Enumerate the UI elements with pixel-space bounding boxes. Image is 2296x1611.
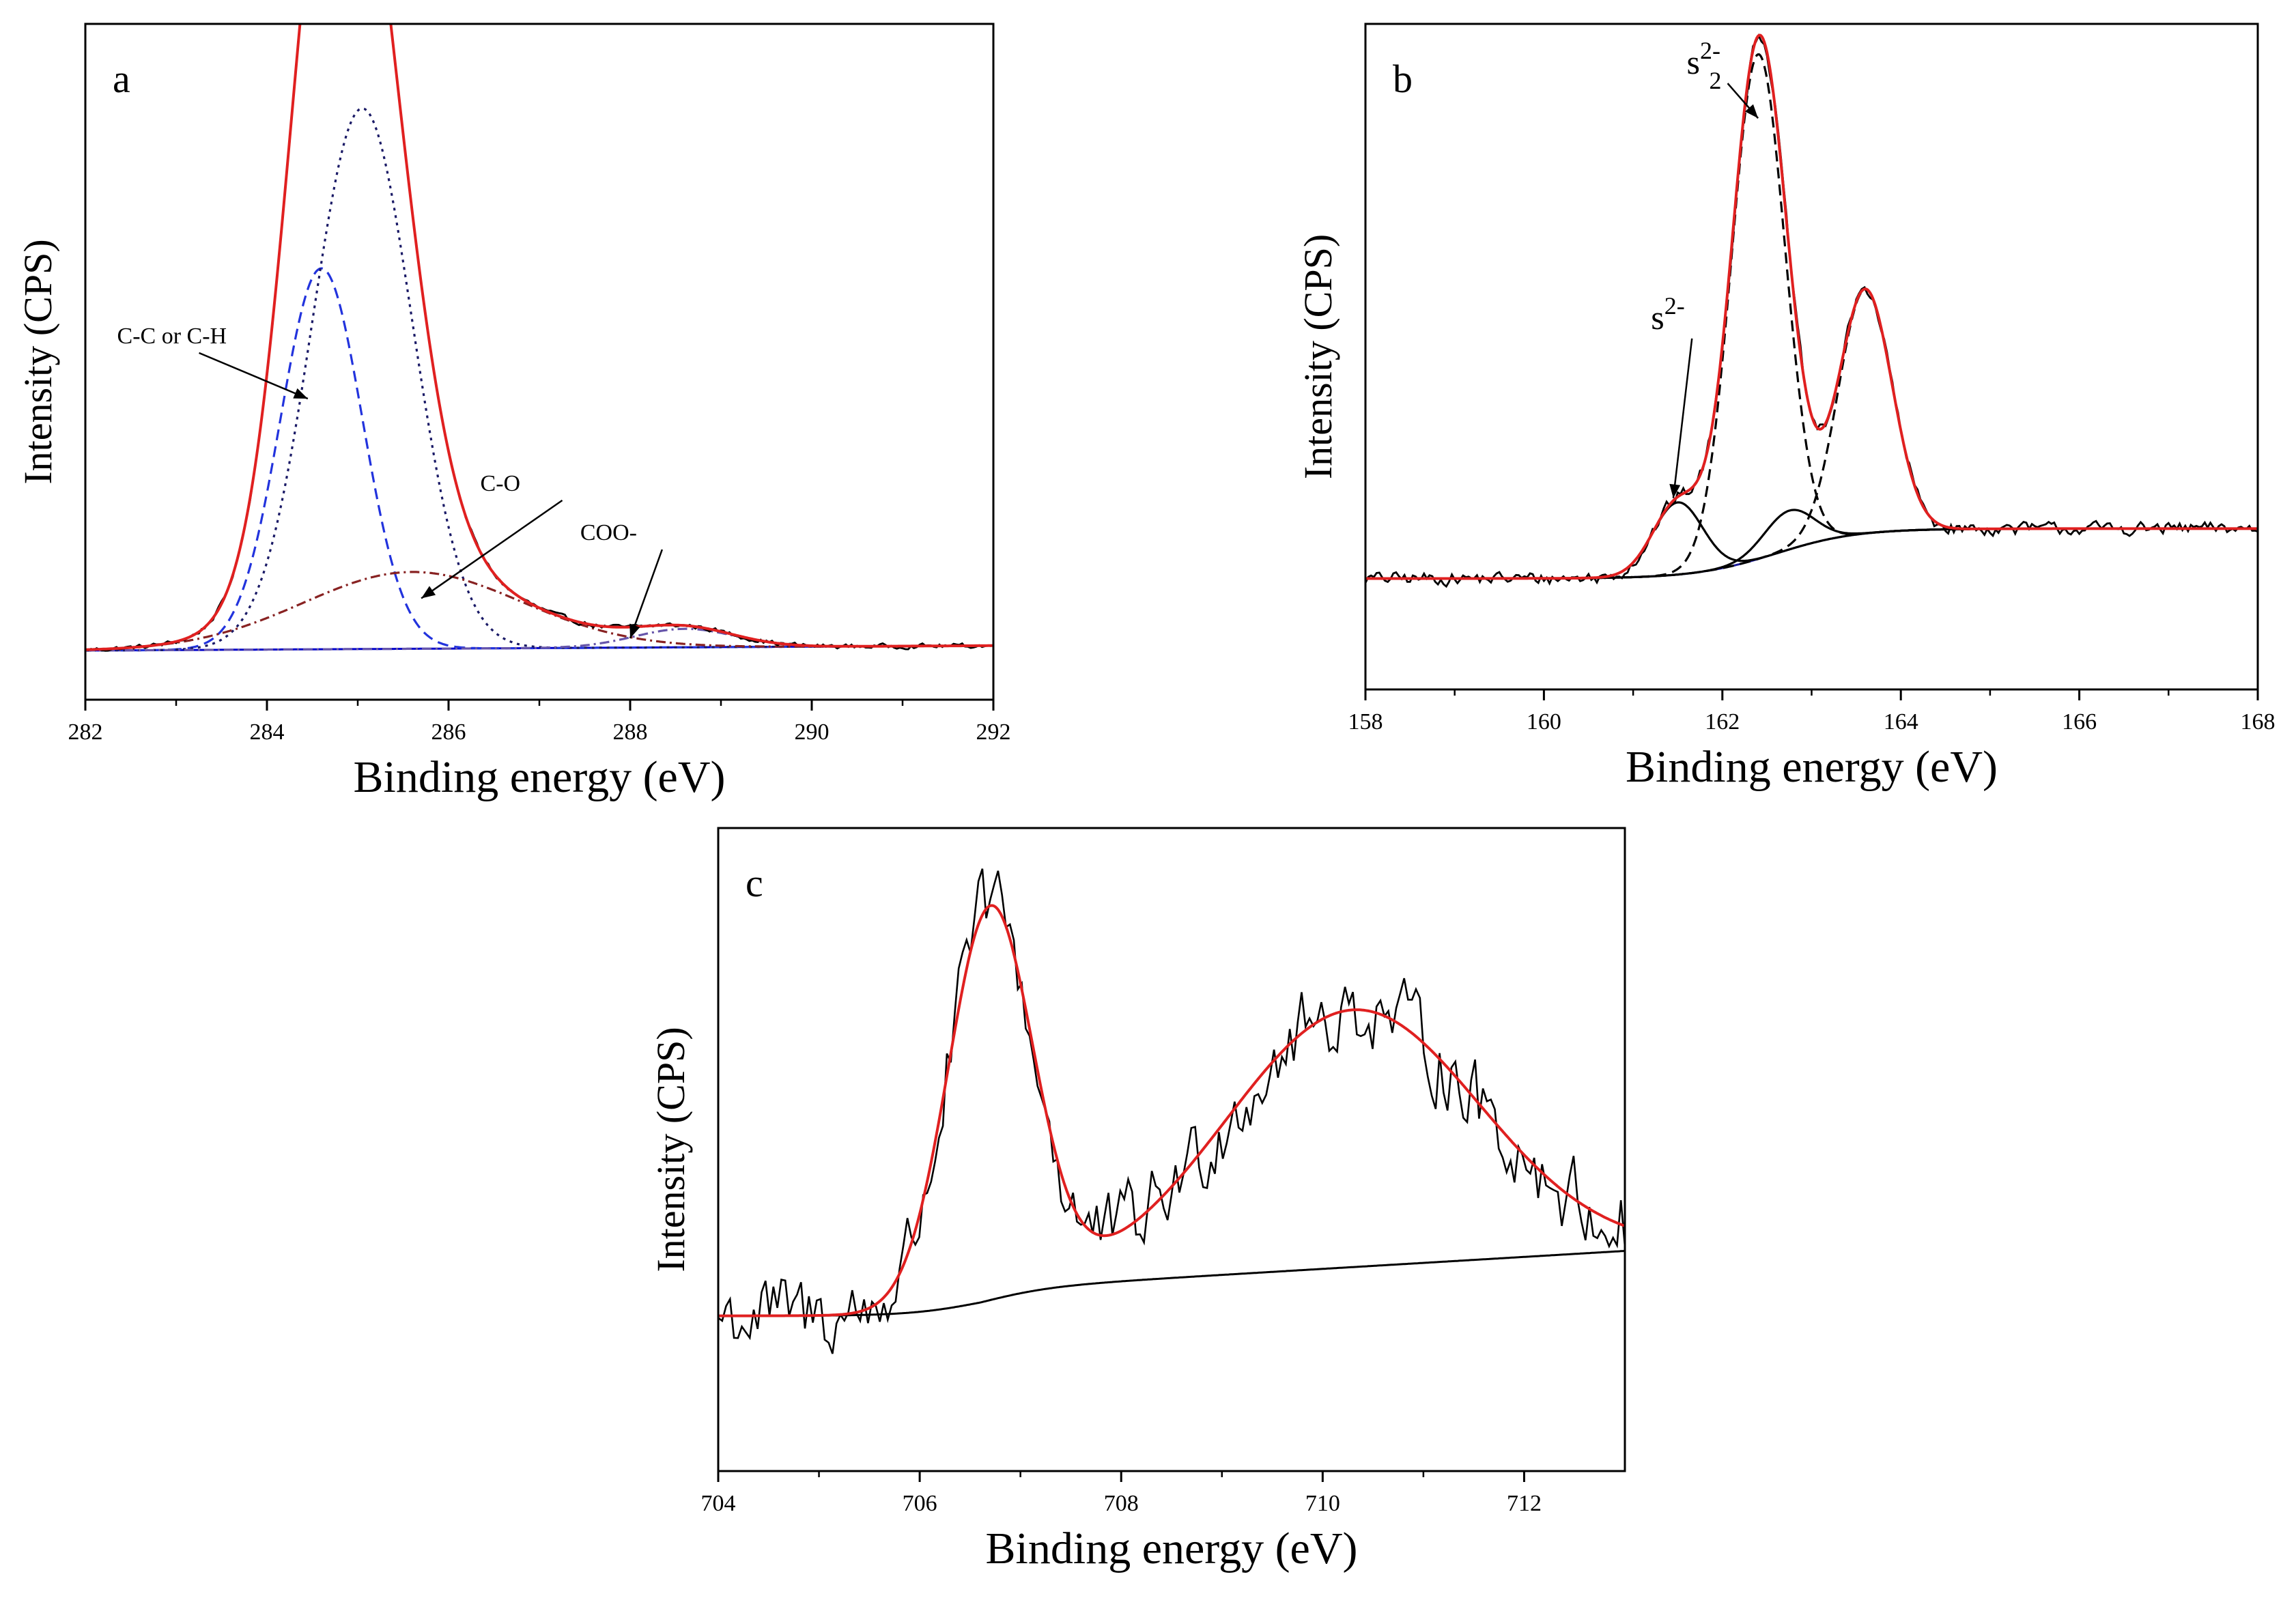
series-fit-b xyxy=(1365,33,2258,580)
xtick-label-c-4: 712 xyxy=(1507,1491,1542,1516)
yaxis-title-b: Intensity (CPS) xyxy=(1296,234,1340,479)
annotation-arrowhead-b-0 xyxy=(1669,483,1681,498)
xtick-label-b-4: 166 xyxy=(2062,709,2097,735)
series-component-b-2 xyxy=(1365,53,2258,580)
xtick-label-a-0: 282 xyxy=(68,719,103,745)
panel-a: 282 284 286 288 290 292 Binding energy (eV) Int… xyxy=(16,23,1011,802)
series-component-a-0 xyxy=(85,267,993,652)
series-fit-a xyxy=(85,24,993,651)
xtick-label-a-4: 290 xyxy=(795,719,830,745)
annotation-arrowhead-a-2 xyxy=(629,623,640,638)
panel-c: 704 706 708 710 712 Binding energy (eV) Intens… xyxy=(649,827,1626,1573)
annotation-b-0: s2- xyxy=(1651,292,1684,337)
panel-label-a: a xyxy=(113,57,130,101)
series-component-b-3 xyxy=(1365,288,2258,580)
panel-label-c: c xyxy=(746,861,763,905)
annotation-arrow-a-1 xyxy=(421,499,563,599)
annotation-arrow-a-0 xyxy=(199,352,309,400)
annotation-arrowhead-a-1 xyxy=(421,586,436,599)
xtick-label-a-1: 284 xyxy=(250,719,285,745)
annotation-a-2: COO- xyxy=(580,520,637,545)
series-measured-c xyxy=(718,868,1625,1354)
xtick-label-b-2: 162 xyxy=(1705,709,1740,735)
annotation-a-0: C-C or C-H xyxy=(117,324,227,349)
plot-frame-c xyxy=(717,827,1626,1472)
series-fit-c xyxy=(718,904,1625,1317)
plot-area-c xyxy=(718,868,1625,1354)
yaxis-title-c: Intensity (CPS) xyxy=(649,1027,693,1272)
annotation-arrowhead-a-0 xyxy=(293,388,308,399)
xtick-label-a-5: 292 xyxy=(976,719,1011,745)
xtick-label-c-2: 708 xyxy=(1104,1491,1139,1516)
plot-area-a xyxy=(85,24,993,652)
xtick-label-b-5: 168 xyxy=(2241,709,2276,735)
xaxis-title-b: Binding energy (eV) xyxy=(1626,742,1998,792)
yaxis-title-a: Intensity (CPS) xyxy=(16,239,60,484)
xtick-label-c-0: 704 xyxy=(701,1491,736,1516)
annotation-arrow-a-2 xyxy=(629,549,664,639)
xtick-label-b-3: 164 xyxy=(1884,709,1918,735)
xtick-label-c-1: 706 xyxy=(903,1491,937,1516)
xtick-label-b-0: 158 xyxy=(1348,709,1383,735)
xtick-label-a-2: 286 xyxy=(431,719,466,745)
panel-b: 158 160 162 164 166 168 Binding energy (eV) Int… xyxy=(1296,23,2276,792)
xtick-label-a-3: 288 xyxy=(613,719,648,745)
panel-label-b: b xyxy=(1393,57,1413,101)
xaxis-title-a: Binding energy (eV) xyxy=(354,752,726,802)
xaxis-title-c: Binding energy (eV) xyxy=(986,1524,1358,1573)
annotation-arrow-b-0 xyxy=(1672,338,1693,498)
xtick-label-b-1: 160 xyxy=(1527,709,1561,735)
annotation-a-1: C-O xyxy=(481,471,521,496)
annotation-arrowhead-b-1 xyxy=(1744,104,1759,119)
xtick-label-c-3: 710 xyxy=(1305,1491,1340,1516)
plot-area-b xyxy=(1365,33,2258,588)
